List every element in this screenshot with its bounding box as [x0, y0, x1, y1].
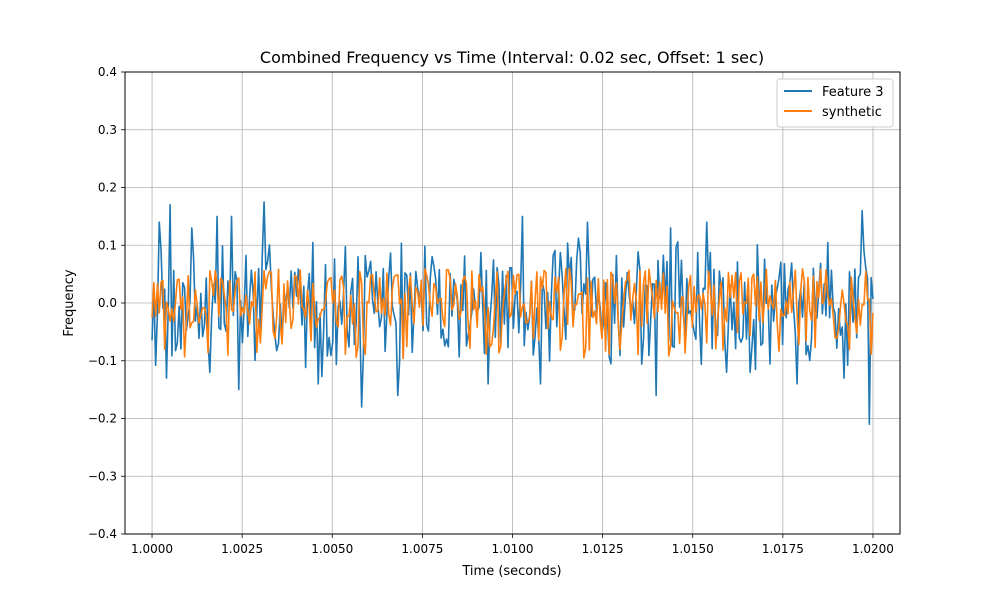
- x-tick-label: 1.0075: [401, 542, 443, 556]
- y-tick-label: 0.1: [98, 238, 117, 252]
- x-tick-label: 1.0200: [852, 542, 894, 556]
- y-tick-label: −0.4: [88, 527, 117, 541]
- x-tick-label: 1.0125: [582, 542, 624, 556]
- x-tick-label: 1.0175: [762, 542, 804, 556]
- series-layer: [151, 201, 874, 426]
- x-tick-label: 1.0150: [672, 542, 714, 556]
- y-tick-label: −0.3: [88, 469, 117, 483]
- y-axis: −0.4 −0.3 −0.2 −0.1 0.0 0.1 0.2 0.3 0.4: [88, 65, 125, 541]
- y-tick-label: 0.3: [98, 123, 117, 137]
- series-line-synthetic: [151, 267, 874, 360]
- y-tick-label: −0.1: [88, 354, 117, 368]
- y-tick-label: 0.0: [98, 296, 117, 310]
- legend: Feature 3 synthetic: [776, 78, 894, 128]
- y-tick-label: −0.2: [88, 412, 117, 426]
- x-axis-label: Time (seconds): [461, 564, 561, 579]
- legend-label-feature-3: Feature 3: [822, 85, 884, 100]
- x-tick-label: 1.0025: [221, 542, 263, 556]
- chart-title: Combined Frequency vs Time (Interval: 0.…: [260, 48, 764, 67]
- y-tick-label: 0.2: [98, 181, 117, 195]
- y-axis-label: Frequency: [62, 269, 77, 336]
- x-tick-label: 1.0100: [492, 542, 534, 556]
- x-tick-label: 1.0050: [311, 542, 353, 556]
- x-axis: 1.0000 1.0025 1.0050 1.0075 1.0100 1.0125 1.01…: [131, 534, 894, 556]
- legend-label-synthetic: synthetic: [822, 105, 882, 120]
- y-tick-label: 0.4: [98, 65, 117, 79]
- x-tick-label: 1.0000: [131, 542, 173, 556]
